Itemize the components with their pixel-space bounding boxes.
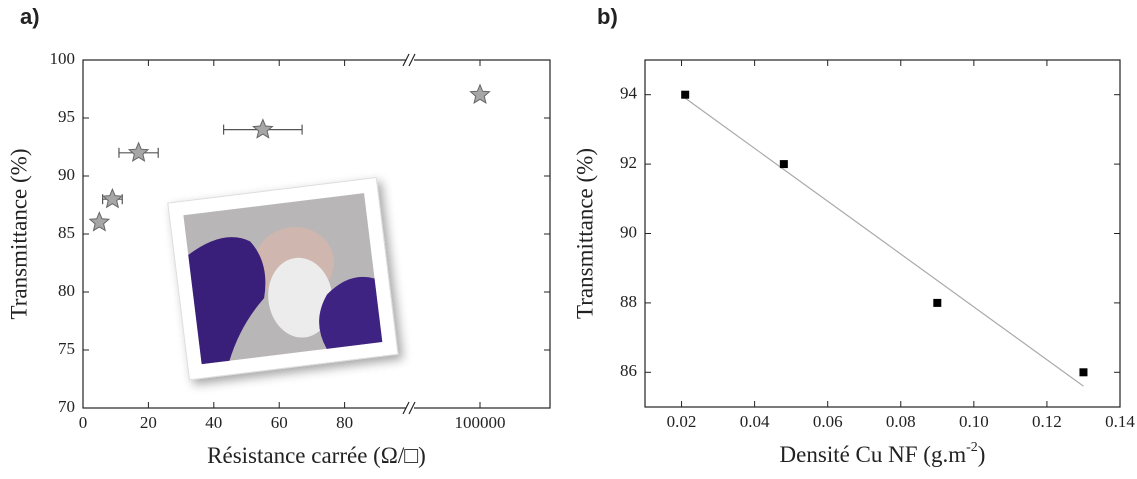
axis-break-mark [402,401,410,415]
data-point [252,118,274,139]
x-axis-title: Densité Cu NF (g.m-2) [780,440,986,467]
data-point [127,141,150,162]
y-tick-label: 75 [58,339,75,358]
data-point [1079,368,1088,377]
x-tick-label: 0.04 [740,412,770,431]
photo-inset [167,176,399,381]
data-point [779,160,788,169]
data-point [933,298,942,307]
x-axis-title-text: Résistance carrée (Ω/□) [207,443,426,468]
axis-break-gap [406,405,414,411]
y-tick-label: 95 [58,107,75,126]
y-tick-label: 88 [620,292,637,311]
x-axis-title-end: ) [978,442,986,467]
y-tick-label: 85 [58,223,75,242]
plot-frame [644,59,1121,408]
y-tick-label: 86 [620,361,637,380]
data-point [681,90,690,99]
panel-label: b) [597,4,618,29]
x-tick-label: 0.08 [886,412,916,431]
x-tick-label: 20 [140,413,157,432]
y-axis-title: Transmittance (%) [572,148,597,319]
x-tick-label: 0.02 [667,412,697,431]
x-axis-title: Résistance carrée (Ω/□) [207,443,426,468]
x-axis-title-sup: -2 [966,440,978,455]
y-tick-label: 80 [58,281,75,300]
x-tick-label: 40 [205,413,222,432]
panel-label: a) [20,4,40,29]
x-tick-label: 0.12 [1032,412,1062,431]
data-point [101,187,124,209]
axis-break-mark [408,53,416,67]
x-tick-label: 0.14 [1105,412,1135,431]
x-tick-label: 0 [79,413,88,432]
x-tick-label: 60 [271,413,288,432]
y-tick-label: 70 [58,397,75,416]
data-point [88,211,111,232]
axis-break-mark [402,53,410,67]
y-tick-label: 90 [58,165,75,184]
y-axis-title: Transmittance (%) [6,149,31,320]
y-tick-label: 90 [620,222,637,241]
x-tick-label: 80 [336,413,353,432]
x-tick-label: 100000 [455,413,506,432]
x-tick-label: 0.06 [813,412,843,431]
fit-line [684,97,1084,387]
y-tick-label: 92 [620,153,637,172]
data-point [469,83,491,104]
x-axis-title-text: Densité Cu NF (g.m [780,442,967,467]
y-tick-label: 100 [50,49,76,68]
y-tick-label: 94 [620,84,638,103]
axis-break-mark [408,401,416,415]
axis-break-gap [406,57,414,63]
x-tick-label: 0.10 [959,412,989,431]
